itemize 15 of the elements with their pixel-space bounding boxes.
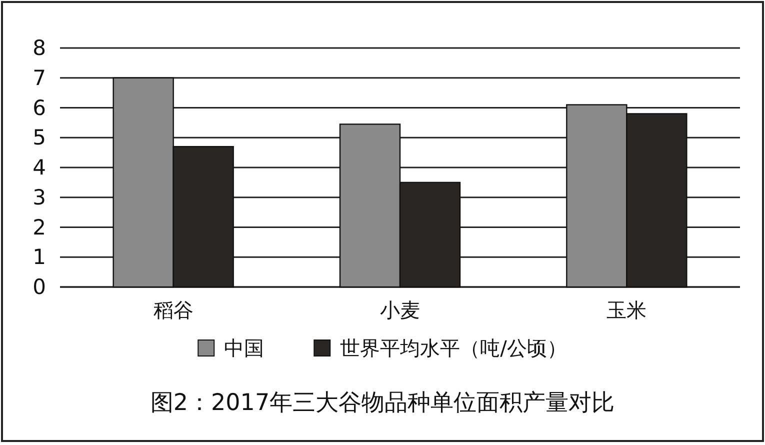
legend-label: 中国 [224,336,264,360]
y-tick-label: 7 [32,66,46,90]
y-tick-label: 3 [32,185,46,210]
x-tick-label: 稻谷 [153,298,194,322]
y-tick-label: 0 [32,275,46,299]
y-tick-label: 1 [32,245,46,270]
y-tick-label: 2 [32,215,46,240]
y-tick-label: 8 [32,36,46,60]
text: 图2：2017年三大谷物品种单位面积产量对比 [150,390,615,416]
x-tick-label: 小麦 [380,298,420,322]
y-tick-label: 6 [32,96,46,120]
legend-label: 世界平均水平（吨/公顷） [340,336,567,360]
y-tick-label: 4 [32,156,46,180]
x-tick-label: 玉米 [606,298,647,322]
y-tick-label: 5 [32,126,46,150]
